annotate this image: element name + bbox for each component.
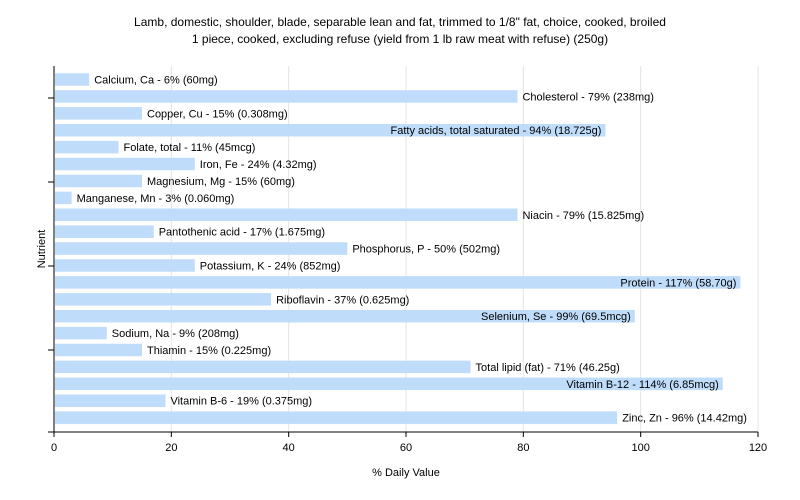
bar <box>55 326 107 340</box>
bar-label: Folate, total - 11% (45mcg) <box>124 142 256 154</box>
chart-title-line-1: Lamb, domestic, shoulder, blade, separab… <box>134 15 666 29</box>
bar-label: Calcium, Ca - 6% (60mg) <box>94 75 217 87</box>
bar-label: Magnesium, Mg - 15% (60mg) <box>147 176 295 188</box>
bar-label: Phosphorus, P - 50% (502mg) <box>352 244 500 256</box>
x-tick-label: 120 <box>749 442 767 454</box>
bar <box>55 208 518 222</box>
bar <box>55 242 348 255</box>
bar <box>55 394 166 407</box>
bar <box>55 411 618 424</box>
bar <box>55 276 741 289</box>
axes: 0 20 40 60 80 100 120 <box>48 66 767 454</box>
bar-label: Niacin - 79% (15.825mg) <box>522 210 644 222</box>
bar <box>55 157 195 171</box>
bar <box>55 225 154 238</box>
x-tick-label: 0 <box>51 442 57 454</box>
x-tick-label: 20 <box>165 442 177 454</box>
bar-label: Sodium, Na - 9% (208mg) <box>112 328 239 340</box>
chart-title-line-2: 1 piece, cooked, excluding refuse (yield… <box>191 32 609 46</box>
bar <box>55 140 119 154</box>
bar <box>55 123 606 137</box>
bar-label: Protein - 117% (58.70g) <box>620 277 736 289</box>
bar-label: Vitamin B-6 - 19% (0.375mg) <box>170 396 312 408</box>
bar <box>55 309 635 323</box>
bar-label: Riboflavin - 37% (0.625mg) <box>276 294 409 306</box>
bar <box>55 293 272 306</box>
bar <box>55 377 723 391</box>
bar-label: Total lipid (fat) - 71% (46.25g) <box>476 362 620 374</box>
x-tick-label: 100 <box>631 442 649 454</box>
y-axis-title: Nutrient <box>36 230 48 269</box>
bar <box>55 343 142 357</box>
bar <box>55 73 90 86</box>
bar <box>55 90 518 103</box>
x-axis-title: % Daily Value <box>372 467 440 479</box>
bar-label: Fatty acids, total saturated - 94% (18.7… <box>391 125 602 137</box>
bar-label: Cholesterol - 79% (238mg) <box>522 91 653 103</box>
bar-label: Iron, Fe - 24% (4.32mg) <box>200 159 317 171</box>
bar-label: Selenium, Se - 99% (69.5mcg) <box>481 311 631 323</box>
bar <box>55 259 195 272</box>
x-tick-label: 60 <box>400 442 412 454</box>
bar-label: Potassium, K - 24% (852mg) <box>200 260 341 272</box>
x-tick-label: 80 <box>517 442 529 454</box>
bars <box>55 73 741 424</box>
bar-label: Thiamin - 15% (0.225mg) <box>147 345 271 357</box>
x-tick-label: 40 <box>283 442 295 454</box>
bar <box>55 174 142 188</box>
bar-label: Pantothenic acid - 17% (1.675mg) <box>159 227 325 239</box>
bar-label: Vitamin B-12 - 114% (6.85mcg) <box>566 379 718 391</box>
bar <box>55 191 72 205</box>
bar-labels: Calcium, Ca - 6% (60mg) Cholesterol - 79%… <box>77 75 747 425</box>
bar-label: Zinc, Zn - 96% (14.42mg) <box>622 413 747 425</box>
bar <box>55 107 142 120</box>
chart-title: Lamb, domestic, shoulder, blade, separab… <box>0 14 800 48</box>
bar <box>55 360 471 374</box>
bar-label: Manganese, Mn - 3% (0.060mg) <box>77 193 235 205</box>
bar-label: Copper, Cu - 15% (0.308mg) <box>147 108 288 120</box>
